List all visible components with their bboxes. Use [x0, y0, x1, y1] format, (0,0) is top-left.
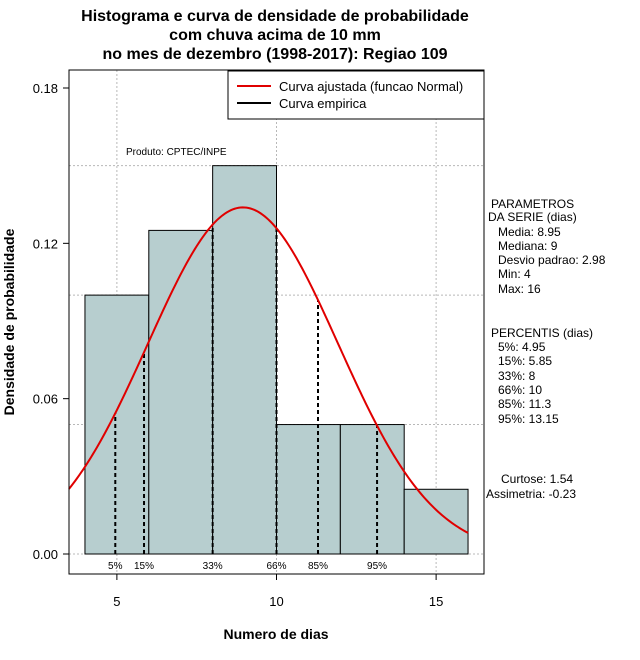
title-line-1: Histograma e curva de densidade de proba…	[81, 8, 469, 25]
curtose-text: Curtose: 1.54	[501, 472, 573, 486]
chart-title: Histograma e curva de densidade de proba…	[81, 8, 469, 63]
x-tick-label: 5	[113, 594, 120, 609]
legend-label-fitted: Curva ajustada (funcao Normal)	[279, 79, 463, 94]
histogram-bar	[148, 229, 214, 555]
histogram-bar	[276, 424, 341, 555]
axes: 5 10 15 0.00 0.06 0.12 0.18	[33, 81, 444, 609]
percentile-label: 33%	[203, 561, 223, 572]
param-line: DA SERIE (dias)	[488, 210, 577, 224]
param-line: Max: 16	[498, 282, 541, 296]
param-line: Desvio padrao: 2.98	[498, 253, 606, 267]
credit-text: Produto: CPTEC/INPE	[126, 147, 227, 158]
percentil-line: 66%: 10	[498, 383, 542, 397]
percentil-line: PERCENTIS (dias)	[491, 326, 593, 340]
percentile-lines: 5% 15% 33% 66% 85% 95%	[108, 224, 387, 572]
y-tick-label: 0.06	[33, 392, 58, 407]
legend-box	[227, 70, 485, 120]
param-line: Min: 4	[498, 267, 531, 281]
percentil-line: 33%: 8	[498, 369, 536, 383]
percentil-line: 15%: 5.85	[498, 354, 552, 368]
normal-curve-path	[68, 206, 469, 534]
percentile-label: 5%	[108, 561, 123, 572]
param-line: Mediana: 9	[498, 239, 558, 253]
y-axis-label: Densidade de probabilidade	[1, 228, 17, 415]
title-line-2: com chuva acima de 10 mm	[169, 27, 381, 44]
x-tick-label: 10	[269, 594, 283, 609]
legend: Curva ajustada (funcao Normal) Curva emp…	[227, 70, 485, 120]
y-tick-label: 0.18	[33, 81, 58, 96]
histogram-bar	[403, 488, 469, 555]
normal-curve	[68, 206, 469, 534]
x-axis-label: Numero de dias	[223, 626, 328, 642]
assimetria-text: Assimetria: -0.23	[486, 487, 576, 501]
histogram-bar	[212, 165, 277, 555]
param-line: PARAMETROS	[491, 197, 574, 211]
side-panel-parametros: PARAMETROS DA SERIE (dias) Media: 8.95 M…	[488, 197, 606, 296]
side-panel-percentis: PERCENTIS (dias) 5%: 4.95 15%: 5.85 33%:…	[491, 326, 593, 426]
title-line-3: no mes de dezembro (1998-2017): Regiao 1…	[102, 46, 447, 63]
histogram-bar	[84, 294, 150, 555]
percentile-label: 66%	[266, 561, 286, 572]
percentile-label: 95%	[367, 561, 387, 572]
param-line: Media: 8.95	[498, 225, 561, 239]
percentil-line: 95%: 13.15	[498, 412, 559, 426]
histogram-bar	[339, 424, 405, 555]
percentile-label: 15%	[134, 561, 154, 572]
histogram-bars	[84, 165, 469, 555]
x-tick-label: 15	[429, 594, 443, 609]
y-tick-label: 0.12	[33, 236, 58, 251]
percentil-line: 5%: 4.95	[498, 340, 546, 354]
percentil-line: 85%: 11.3	[498, 397, 551, 411]
percentile-label: 85%	[308, 561, 328, 572]
legend-label-empirical: Curva empirica	[279, 96, 367, 111]
y-tick-label: 0.00	[33, 547, 58, 562]
